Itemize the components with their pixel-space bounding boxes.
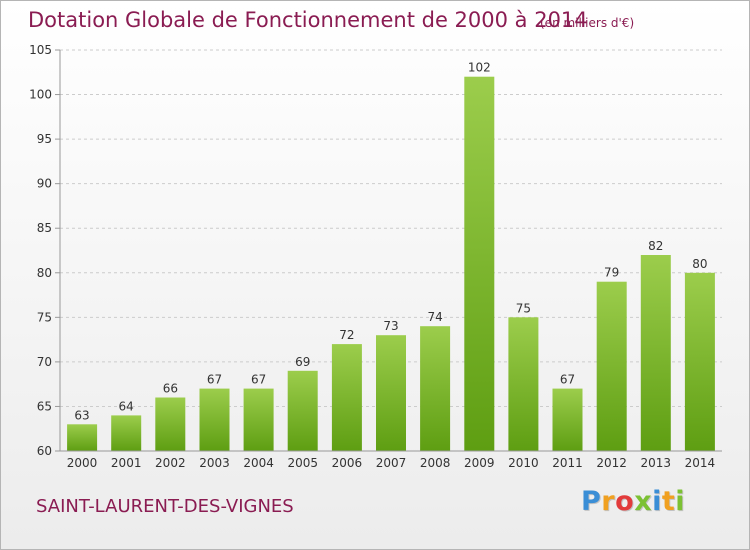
x-tick-label: 2003 bbox=[199, 456, 230, 470]
logo-letter: i bbox=[675, 486, 686, 517]
y-tick-label: 80 bbox=[37, 266, 52, 280]
y-tick-label: 90 bbox=[37, 177, 52, 191]
value-label: 69 bbox=[295, 355, 310, 369]
value-label: 80 bbox=[692, 257, 707, 271]
value-label: 75 bbox=[516, 301, 531, 315]
bar-2004[interactable] bbox=[243, 388, 274, 451]
y-tick-label: 65 bbox=[37, 399, 52, 413]
value-label: 102 bbox=[468, 61, 491, 75]
value-label: 82 bbox=[648, 239, 663, 253]
logo-letter: P bbox=[581, 486, 602, 517]
x-tick-label: 2012 bbox=[596, 456, 627, 470]
bar-2007[interactable] bbox=[376, 335, 406, 451]
bar-2008[interactable] bbox=[420, 326, 451, 451]
value-label: 66 bbox=[163, 382, 178, 396]
commune-name: SAINT-LAURENT-DES-VIGNES bbox=[36, 496, 294, 517]
x-tick-label: 2013 bbox=[641, 456, 672, 470]
x-tick-label: 2007 bbox=[376, 456, 407, 470]
y-tick-label: 85 bbox=[37, 221, 52, 235]
axes: 60 65 70 75 80 85 90 95 100 105 2000 2001 2002 2003 20… bbox=[29, 43, 722, 470]
bar-2009[interactable] bbox=[464, 76, 495, 451]
chart-subtitle: (en milliers d'€) bbox=[540, 16, 635, 30]
x-tick-label: 2008 bbox=[420, 456, 451, 470]
x-tick-label: 2004 bbox=[243, 456, 274, 470]
bar-2000[interactable] bbox=[67, 424, 98, 451]
x-tick-label: 2014 bbox=[685, 456, 716, 470]
logo-letter: x bbox=[634, 486, 653, 517]
logo-letter: i bbox=[652, 486, 662, 517]
value-label: 74 bbox=[427, 310, 442, 324]
value-label: 63 bbox=[74, 408, 89, 422]
logo-letter: r bbox=[601, 486, 616, 517]
bar-2003[interactable] bbox=[199, 388, 230, 451]
bar-2012[interactable] bbox=[596, 281, 627, 451]
bar-2014[interactable] bbox=[684, 272, 715, 451]
x-tick-label: 2002 bbox=[155, 456, 186, 470]
proxiti-logo[interactable]: Proxiti bbox=[581, 486, 685, 517]
value-label: 64 bbox=[119, 399, 134, 413]
x-tick-label: 2000 bbox=[67, 456, 98, 470]
y-tick-label: 100 bbox=[29, 88, 52, 102]
bar-2013[interactable] bbox=[640, 255, 671, 451]
bar-2011[interactable] bbox=[552, 388, 583, 451]
y-tick-label: 60 bbox=[37, 444, 52, 458]
x-tick-label: 2001 bbox=[111, 456, 142, 470]
value-label: 67 bbox=[251, 373, 266, 387]
logo-letter: t bbox=[661, 486, 676, 517]
bars: 63 64 66 67 67 69 72 73 74 102 75 67 79 82 80 bbox=[67, 61, 715, 451]
bar-2010[interactable] bbox=[508, 317, 539, 451]
x-tick-label: 2011 bbox=[552, 456, 583, 470]
value-label: 72 bbox=[339, 328, 354, 342]
y-tick-label: 95 bbox=[37, 132, 52, 146]
chart-title: Dotation Globale de Fonctionnement de 20… bbox=[28, 8, 588, 32]
y-tick-label: 105 bbox=[29, 43, 52, 57]
value-label: 73 bbox=[383, 319, 398, 333]
x-tick-label: 2009 bbox=[464, 456, 495, 470]
y-tick-label: 75 bbox=[37, 310, 52, 324]
bar-2005[interactable] bbox=[287, 370, 318, 451]
x-tick-label: 2006 bbox=[332, 456, 363, 470]
value-label: 67 bbox=[207, 373, 222, 387]
bar-2002[interactable] bbox=[155, 397, 186, 452]
x-tick-label: 2010 bbox=[508, 456, 539, 470]
bar-2006[interactable] bbox=[331, 344, 362, 451]
value-label: 67 bbox=[560, 373, 575, 387]
y-tick-label: 70 bbox=[37, 355, 52, 369]
value-label: 79 bbox=[604, 266, 619, 280]
bar-2001[interactable] bbox=[111, 415, 142, 451]
logo-letter: o bbox=[615, 486, 635, 517]
x-tick-label: 2005 bbox=[287, 456, 318, 470]
